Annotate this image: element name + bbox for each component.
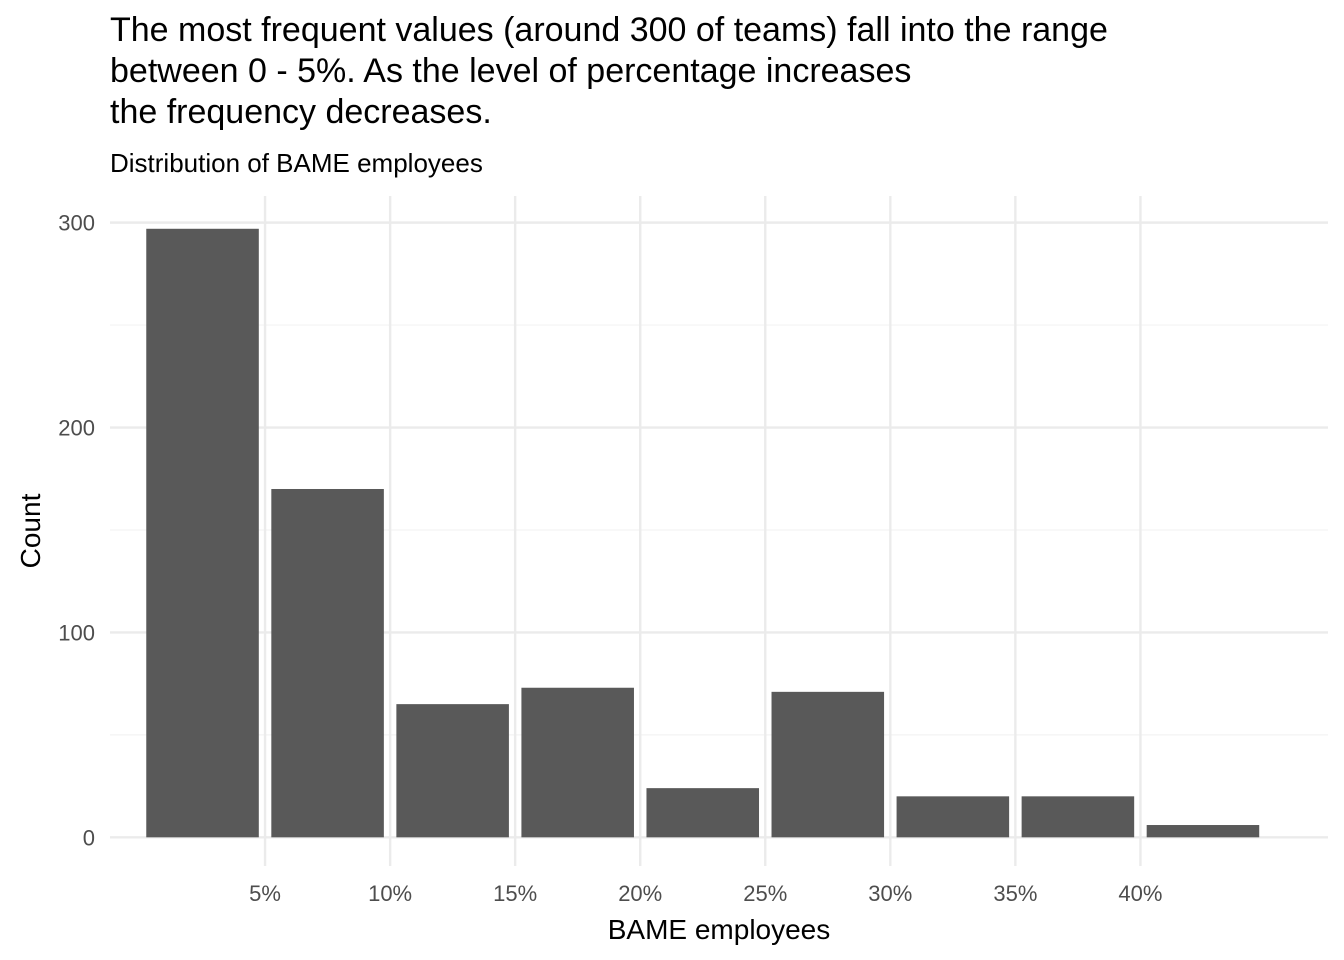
y-axis-ticks: 0 100 200 300 [58, 211, 95, 851]
histogram-bar [521, 687, 634, 838]
x-tick-label: 10% [368, 881, 412, 906]
x-tick-label: 35% [993, 881, 1037, 906]
y-tick-label: 200 [58, 416, 95, 441]
histogram-bar [1146, 825, 1260, 838]
x-tick-label: 20% [618, 881, 662, 906]
x-tick-label: 40% [1118, 881, 1162, 906]
chart-subtitle: Distribution of BAME employees [110, 148, 483, 178]
histogram-bar [896, 796, 1010, 838]
x-tick-label: 25% [743, 881, 787, 906]
y-axis-title: Count [15, 493, 46, 568]
y-tick-label: 0 [83, 825, 95, 850]
chart-title: The most frequent values (around 300 of … [110, 11, 1108, 131]
histogram-bar [396, 704, 509, 838]
histogram-bar [1021, 796, 1135, 838]
x-tick-label: 5% [249, 881, 281, 906]
x-tick-label: 30% [868, 881, 912, 906]
y-tick-label: 300 [58, 211, 95, 236]
histogram-bars [146, 228, 1260, 838]
y-tick-label: 100 [58, 620, 95, 645]
histogram-bar [771, 691, 885, 838]
x-axis-ticks: 5% 10% 15% 20% 25% 30% 35% 40% [249, 881, 1162, 906]
x-axis-title: BAME employees [608, 914, 831, 945]
histogram-bar [646, 788, 760, 838]
histogram-bar [271, 488, 384, 838]
histogram-bar [146, 228, 259, 838]
x-tick-label: 15% [493, 881, 537, 906]
